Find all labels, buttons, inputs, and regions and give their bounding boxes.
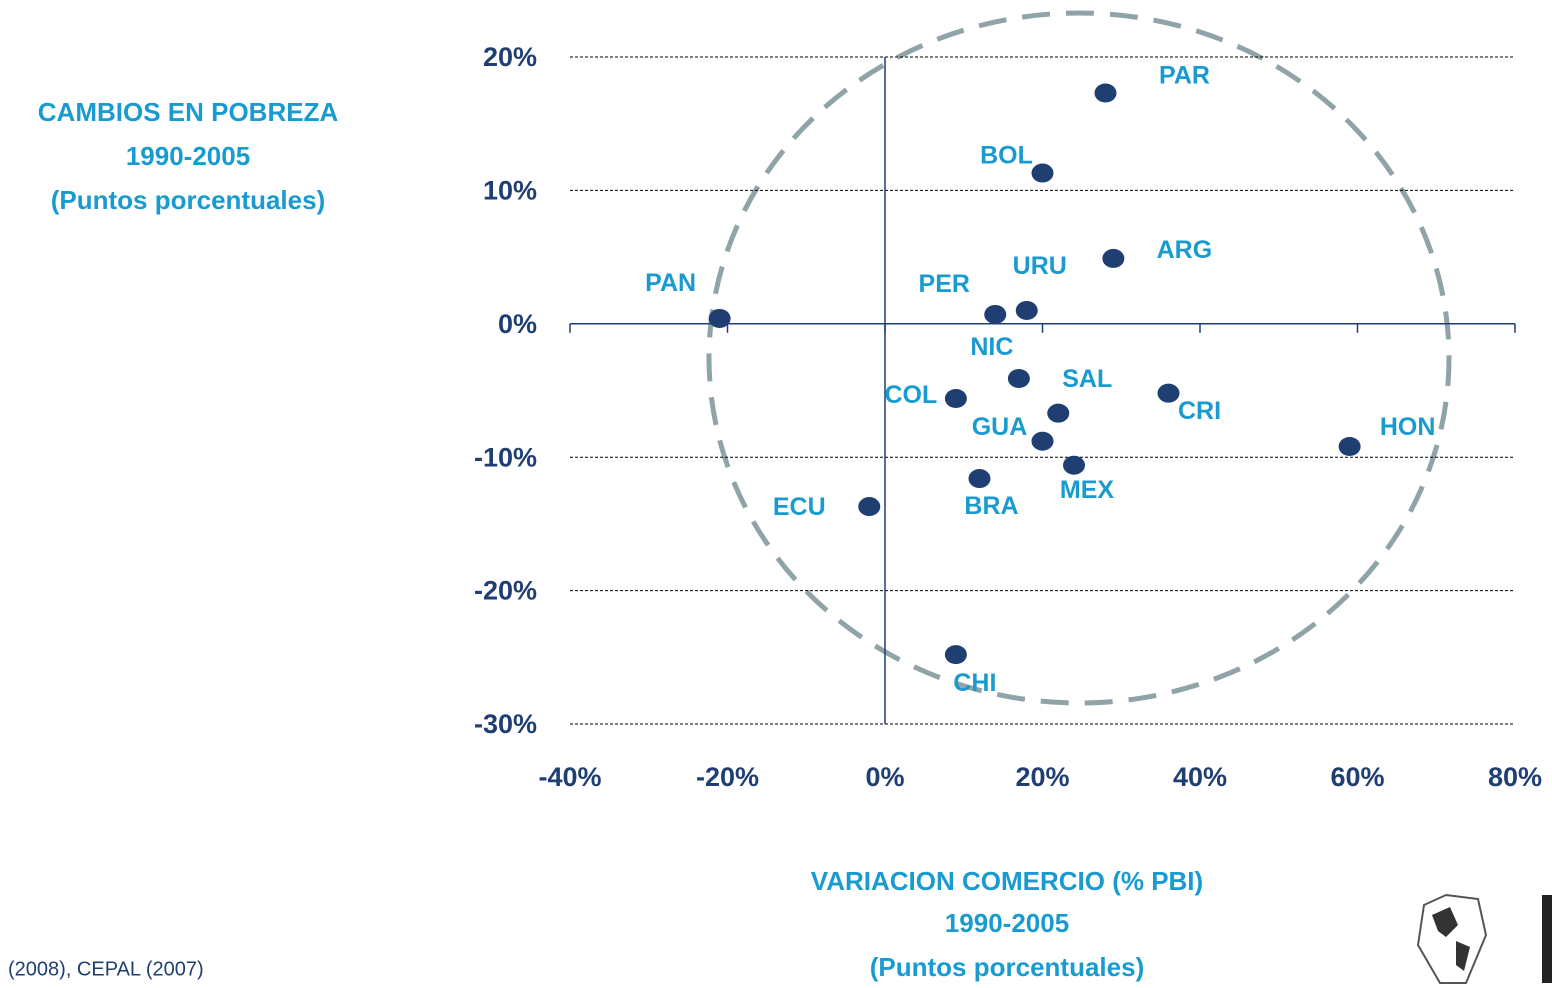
x-axis-label: (Puntos porcentuales): [870, 952, 1144, 982]
x-tick-label: -40%: [538, 762, 601, 792]
x-axis-label: 1990-2005: [945, 908, 1069, 938]
data-point: [1031, 163, 1054, 183]
point-label: PAN: [645, 269, 696, 297]
point-label: PER: [919, 270, 970, 298]
point-label: URU: [1013, 252, 1067, 280]
highlight-ellipse: [706, 10, 1452, 706]
data-point: [984, 304, 1007, 324]
data-point: [1157, 383, 1180, 403]
point-label: CHI: [953, 669, 996, 697]
x-tick-label: -20%: [696, 762, 759, 792]
y-tick-label: 10%: [483, 176, 537, 206]
data-point: [944, 389, 967, 409]
point-label: COL: [884, 381, 937, 409]
data-point: [858, 497, 881, 517]
data-point: [1338, 437, 1361, 457]
y-axis-label: 1990-2005: [126, 141, 250, 171]
point-label: ARG: [1157, 236, 1213, 264]
point-label: CRI: [1178, 397, 1221, 425]
x-tick-label: 80%: [1488, 762, 1542, 792]
data-point: [708, 308, 731, 328]
point-label: ECU: [773, 493, 826, 521]
logo: [1416, 893, 1552, 984]
y-tick-label: -20%: [474, 576, 537, 606]
x-tick-label: 0%: [865, 762, 904, 792]
data-point: [1015, 300, 1038, 320]
y-tick-label: 20%: [483, 42, 537, 72]
x-axis-label: VARIACION COMERCIO (% PBI): [811, 866, 1203, 896]
data-point: [1094, 83, 1117, 103]
y-tick-label: -30%: [474, 709, 537, 739]
x-tick-label: 20%: [1015, 762, 1069, 792]
x-tick-label: 60%: [1330, 762, 1384, 792]
y-tick-label: -10%: [474, 442, 537, 472]
data-point: [1063, 455, 1085, 475]
point-label: SAL: [1062, 365, 1112, 393]
data-point: [1031, 431, 1054, 451]
point-label: MEX: [1060, 476, 1115, 504]
x-tick-label: 40%: [1173, 762, 1227, 792]
point-label: BRA: [964, 492, 1018, 520]
point-label: GUA: [972, 413, 1028, 441]
data-point: [1102, 248, 1125, 268]
point-label: HON: [1380, 413, 1436, 441]
point-label: BOL: [980, 142, 1033, 170]
data-point: [968, 469, 991, 489]
y-axis-label: CAMBIOS EN POBREZA: [38, 97, 339, 127]
y-tick-label: 0%: [498, 309, 537, 339]
data-point: [1047, 403, 1070, 423]
point-label: PAR: [1159, 62, 1210, 90]
source-note: (2008), CEPAL (2007): [8, 958, 204, 980]
data-point: [944, 645, 967, 665]
y-axis-label: (Puntos porcentuales): [51, 185, 325, 215]
point-label: NIC: [970, 333, 1013, 361]
data-point: [1007, 368, 1030, 388]
